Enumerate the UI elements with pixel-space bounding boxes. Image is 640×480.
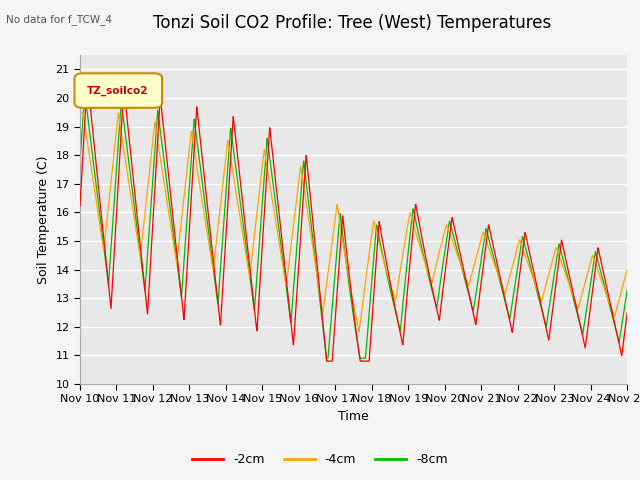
Text: TZ_soilco2: TZ_soilco2 <box>86 85 148 96</box>
Legend: -2cm, -4cm, -8cm: -2cm, -4cm, -8cm <box>187 448 453 471</box>
Text: No data for f_TCW_4: No data for f_TCW_4 <box>6 14 113 25</box>
X-axis label: Time: Time <box>338 410 369 423</box>
FancyBboxPatch shape <box>74 73 162 108</box>
Y-axis label: Soil Temperature (C): Soil Temperature (C) <box>37 156 50 284</box>
Text: Tonzi Soil CO2 Profile: Tree (West) Temperatures: Tonzi Soil CO2 Profile: Tree (West) Temp… <box>153 14 551 33</box>
